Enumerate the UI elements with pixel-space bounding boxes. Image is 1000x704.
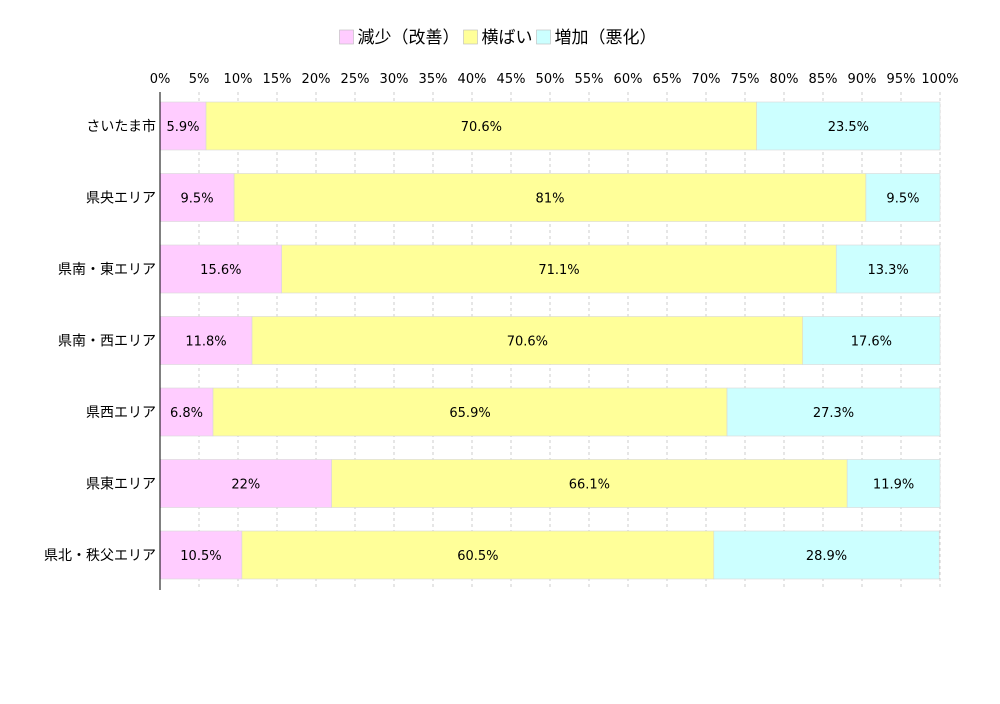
x-tick-label: 40% (458, 72, 487, 87)
category-label: 県南・西エリア (58, 334, 156, 350)
bar-segment (159, 459, 332, 508)
x-tick-label: 100% (921, 72, 958, 87)
x-tick-label: 10% (224, 72, 253, 87)
legend-label: 減少（改善） (358, 28, 460, 48)
x-tick-label: 55% (575, 72, 604, 87)
bar-segment (159, 244, 282, 294)
data-label: 5.9% (166, 120, 199, 135)
bar-segment (233, 173, 867, 222)
data-label: 28.9% (806, 549, 847, 564)
data-label: 27.3% (813, 406, 854, 421)
legend-label: 横ばい (482, 28, 533, 48)
category-label: さいたま市 (86, 118, 156, 135)
x-tick-label: 95% (887, 72, 916, 87)
x-tick-label: 60% (614, 72, 643, 87)
data-label: 81% (536, 192, 565, 207)
category-label: 県央エリア (86, 191, 156, 207)
bar-segment (756, 101, 941, 151)
bar-segment (865, 173, 941, 222)
x-tick-label: 25% (341, 72, 370, 87)
bar-segment (726, 387, 941, 437)
axis-layer: 0% 5% 10% 15% 20% 25% 30% 35% 40% 45% 50% 55% 60% 65%… (44, 72, 959, 590)
data-label: 71.1% (538, 263, 579, 278)
data-label: 70.6% (461, 120, 502, 135)
x-tick-label: 15% (263, 72, 292, 87)
legend: 減少（改善） 横ばい 増加（悪化） (339, 28, 657, 48)
bar-segment (802, 316, 941, 365)
category-label: 県西エリア (86, 405, 156, 421)
category-label: 県北・秩父エリア (44, 548, 156, 564)
bar-segment (159, 387, 214, 437)
bar-segment (846, 459, 941, 508)
bar-segment (241, 530, 715, 580)
x-tick-label: 20% (302, 72, 331, 87)
data-label: 70.6% (507, 335, 548, 350)
bars-layer: 5.9% 70.6% 23.5% 9.5% 81% 9.5% 15.6% 71.1% 13.3%… (159, 101, 941, 580)
bar-segment (159, 173, 235, 222)
x-tick-label: 30% (380, 72, 409, 87)
x-tick-label: 45% (497, 72, 526, 87)
x-tick-label: 85% (809, 72, 838, 87)
x-tick-label: 75% (731, 72, 760, 87)
data-label: 17.6% (851, 335, 892, 350)
category-label: 県東エリア (86, 477, 156, 493)
x-tick-label: 5% (189, 72, 210, 87)
data-label: 6.8% (170, 406, 203, 421)
x-tick-label: 90% (848, 72, 877, 87)
data-label: 9.5% (181, 192, 214, 207)
x-tick-label: 65% (653, 72, 682, 87)
data-label: 10.5% (180, 549, 221, 564)
data-label: 22% (231, 478, 260, 493)
data-label: 15.6% (200, 263, 241, 278)
bar-segment (713, 530, 940, 580)
bar-segment (212, 387, 728, 437)
data-label: 23.5% (828, 120, 869, 135)
bar-segment (159, 316, 253, 365)
x-tick-label: 80% (770, 72, 799, 87)
bar-segment (281, 244, 837, 294)
legend-swatch (339, 29, 354, 45)
data-label: 66.1% (569, 478, 610, 493)
legend-swatch (463, 29, 478, 45)
x-tick-label: 70% (692, 72, 721, 87)
data-label: 60.5% (457, 549, 498, 564)
data-label: 11.8% (185, 335, 226, 350)
data-label: 11.9% (873, 478, 914, 493)
data-label: 13.3% (867, 263, 908, 278)
legend-label: 増加（悪化） (555, 28, 657, 48)
x-tick-label: 0% (150, 72, 171, 87)
legend-swatch (536, 29, 551, 45)
bar-segment (205, 101, 757, 151)
bar-segment (835, 244, 941, 294)
category-label: 県南・東エリア (58, 262, 156, 278)
x-tick-label: 35% (419, 72, 448, 87)
bar-segment (331, 459, 848, 508)
bar-segment (159, 101, 207, 151)
data-label: 65.9% (449, 406, 490, 421)
data-label: 9.5% (886, 192, 919, 207)
x-tick-label: 50% (536, 72, 565, 87)
